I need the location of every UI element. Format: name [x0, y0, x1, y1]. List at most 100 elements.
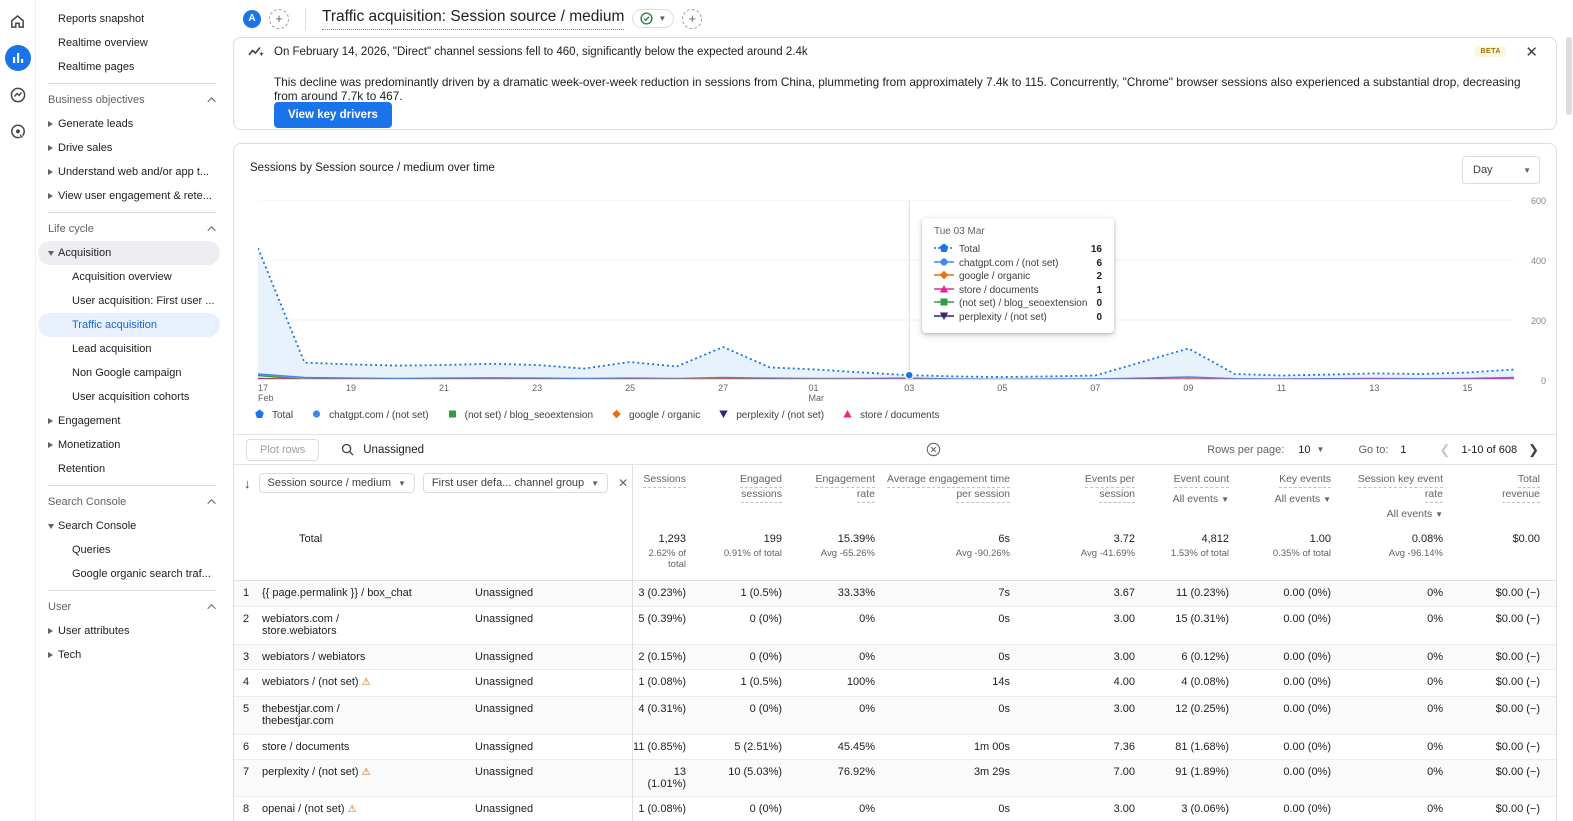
time-series-chart[interactable]: 6004002000 Tue 03 Mar Total16chatgpt.com…: [258, 200, 1514, 380]
nav-section-business-objectives[interactable]: Business objectives: [36, 88, 232, 112]
legend-item[interactable]: chatgpt.com / (not set): [309, 409, 429, 422]
next-page-icon[interactable]: ❯: [1525, 443, 1542, 456]
sidebar-item-acquisition[interactable]: Acquisition: [38, 241, 220, 265]
sidebar-item-acquisition-overview[interactable]: Acquisition overview: [38, 265, 220, 289]
column-header[interactable]: Totalrevenue: [1453, 465, 1556, 521]
chevron-up-icon: [207, 499, 215, 507]
sidebar-item-lead-acquisition[interactable]: Lead acquisition: [38, 337, 220, 361]
column-header[interactable]: Key eventsAll events ▼: [1239, 465, 1341, 521]
sidebar-item-google-organic-search-traf[interactable]: Google organic search traf...: [38, 562, 220, 586]
total-metric: 15.39%Avg -65.26%: [792, 521, 885, 581]
nav-section-user[interactable]: User: [36, 595, 232, 619]
row-number: 7: [234, 760, 258, 797]
advertising-icon[interactable]: [5, 119, 31, 145]
nav-divider: [48, 590, 216, 591]
nav-section-life-cycle[interactable]: Life cycle: [36, 217, 232, 241]
add-report-tab-button[interactable]: +: [682, 9, 702, 29]
column-header[interactable]: Engagementrate: [792, 465, 885, 521]
legend-item[interactable]: google / organic: [609, 409, 700, 422]
sidebar-item-understand-web-and-or-app-t[interactable]: Understand web and/or app t...: [38, 160, 220, 184]
table-row[interactable]: 2webiators.com /store.webiatorsUnassigne…: [234, 606, 1556, 644]
goto-input[interactable]: 1: [1400, 444, 1406, 456]
sidebar-item-reports-snapshot[interactable]: Reports snapshot: [38, 7, 220, 31]
sidebar-item-search-console[interactable]: Search Console: [38, 514, 220, 538]
legend-item[interactable]: Total: [252, 409, 293, 422]
chevron-right-icon: [48, 652, 53, 658]
nav-section-search-console[interactable]: Search Console: [36, 490, 232, 514]
remove-dimension-icon[interactable]: ✕: [618, 476, 628, 490]
channel-group-value: Unassigned: [474, 606, 632, 644]
metric-event-filter[interactable]: All events ▼: [1341, 508, 1443, 521]
column-header[interactable]: Engagedsessions: [696, 465, 792, 521]
sidebar-item-tech[interactable]: Tech: [38, 643, 220, 667]
sidebar-item-generate-leads[interactable]: Generate leads: [38, 112, 220, 136]
chevron-down-icon: ▼: [658, 14, 666, 23]
add-comparison-button[interactable]: +: [269, 9, 289, 29]
legend-item[interactable]: (not set) / blog_seoextension: [445, 409, 593, 422]
metric-value: 91 (1.89%): [1145, 760, 1239, 797]
column-header[interactable]: Events persession: [1020, 465, 1145, 521]
home-icon[interactable]: [5, 8, 31, 34]
row-number: 6: [234, 734, 258, 760]
legend-item[interactable]: store / documents: [840, 409, 939, 422]
sidebar-item-retention[interactable]: Retention: [38, 457, 220, 481]
metric-value: 0.00 (0%): [1239, 734, 1341, 760]
page-title[interactable]: Traffic acquisition: Session source / me…: [322, 8, 624, 30]
sidebar-item-traffic-acquisition[interactable]: Traffic acquisition: [38, 313, 220, 337]
metric-event-filter[interactable]: All events ▼: [1145, 493, 1229, 506]
tooltip-row: store / documents1: [934, 284, 1102, 298]
scrollbar-thumb[interactable]: [1566, 37, 1572, 115]
sidebar-item-user-attributes[interactable]: User attributes: [38, 619, 220, 643]
sidebar-item-realtime-pages[interactable]: Realtime pages: [38, 55, 220, 79]
chevron-right-icon: [48, 193, 53, 199]
secondary-dimension-select[interactable]: First user defa... channel group▼: [423, 473, 608, 493]
chart-canvas[interactable]: [258, 200, 1514, 380]
table-row[interactable]: 7perplexity / (not set)⚠Unassigned13 (1.…: [234, 760, 1556, 797]
prev-page-icon[interactable]: ❮: [1437, 443, 1454, 456]
sidebar-item-queries[interactable]: Queries: [38, 538, 220, 562]
column-header[interactable]: Session key eventrateAll events ▼: [1341, 465, 1453, 521]
sidebar-item-realtime-overview[interactable]: Realtime overview: [38, 31, 220, 55]
legend-item[interactable]: perplexity / (not set): [716, 409, 824, 422]
sidebar-item-engagement[interactable]: Engagement: [38, 409, 220, 433]
sidebar-item-view-user-engagement-rete[interactable]: View user engagement & rete...: [38, 184, 220, 208]
y-tick-label: 200: [1520, 316, 1546, 326]
search-input[interactable]: Unassigned: [363, 444, 926, 456]
row-number: 3: [234, 644, 258, 670]
metric-value: 15 (0.31%): [1145, 606, 1239, 644]
metric-event-filter[interactable]: All events ▼: [1239, 493, 1331, 506]
reports-icon[interactable]: [5, 45, 31, 71]
sidebar-item-drive-sales[interactable]: Drive sales: [38, 136, 220, 160]
column-header[interactable]: Sessions: [632, 465, 696, 521]
close-icon[interactable]: ✕: [1525, 43, 1538, 61]
sort-descending-icon[interactable]: ↓: [244, 476, 251, 491]
primary-dimension-select[interactable]: Session source / medium▼: [259, 473, 415, 493]
chevron-down-icon[interactable]: ▼: [1317, 445, 1325, 454]
row-number: 5: [234, 696, 258, 734]
page-scrollbar[interactable]: [1565, 0, 1573, 821]
table-row[interactable]: 1{{ page.permalink }} / box_chatUnassign…: [234, 581, 1556, 607]
table-row[interactable]: 8openai / (not set)⚠Unassigned1 (0.08%)0…: [234, 797, 1556, 821]
column-header[interactable]: Average engagement timeper session: [885, 465, 1020, 521]
view-key-drivers-button[interactable]: View key drivers: [274, 102, 392, 128]
channel-group-value: Unassigned: [474, 670, 632, 697]
sidebar-item-user-acquisition-first-user[interactable]: User acquisition: First user ...: [38, 289, 220, 313]
sidebar-item-user-acquisition-cohorts[interactable]: User acquisition cohorts: [38, 385, 220, 409]
metric-value: $0.00 (−): [1453, 644, 1556, 670]
table-row[interactable]: 5thebestjar.com /thebestjar.comUnassigne…: [234, 696, 1556, 734]
sidebar-item-monetization[interactable]: Monetization: [38, 433, 220, 457]
rows-per-page-value[interactable]: 10: [1298, 444, 1310, 456]
published-status-badge[interactable]: ▼: [632, 9, 674, 28]
table-row[interactable]: 4webiators / (not set)⚠Unassigned1 (0.08…: [234, 670, 1556, 697]
column-header[interactable]: Event countAll events ▼: [1145, 465, 1239, 521]
sidebar-item-non-google-campaign[interactable]: Non Google campaign: [38, 361, 220, 385]
plot-rows-button[interactable]: Plot rows: [246, 439, 319, 461]
table-row[interactable]: 6store / documentsUnassigned11 (0.85%)5 …: [234, 734, 1556, 760]
avatar[interactable]: A: [243, 10, 261, 28]
table-row[interactable]: 3webiators / webiatorsUnassigned2 (0.15%…: [234, 644, 1556, 670]
explore-icon[interactable]: [5, 82, 31, 108]
clear-search-icon[interactable]: [926, 442, 941, 457]
sidebar-item-label: Generate leads: [58, 118, 133, 130]
granularity-select[interactable]: Day ▼: [1462, 156, 1540, 184]
table-search[interactable]: Unassigned: [341, 442, 941, 457]
